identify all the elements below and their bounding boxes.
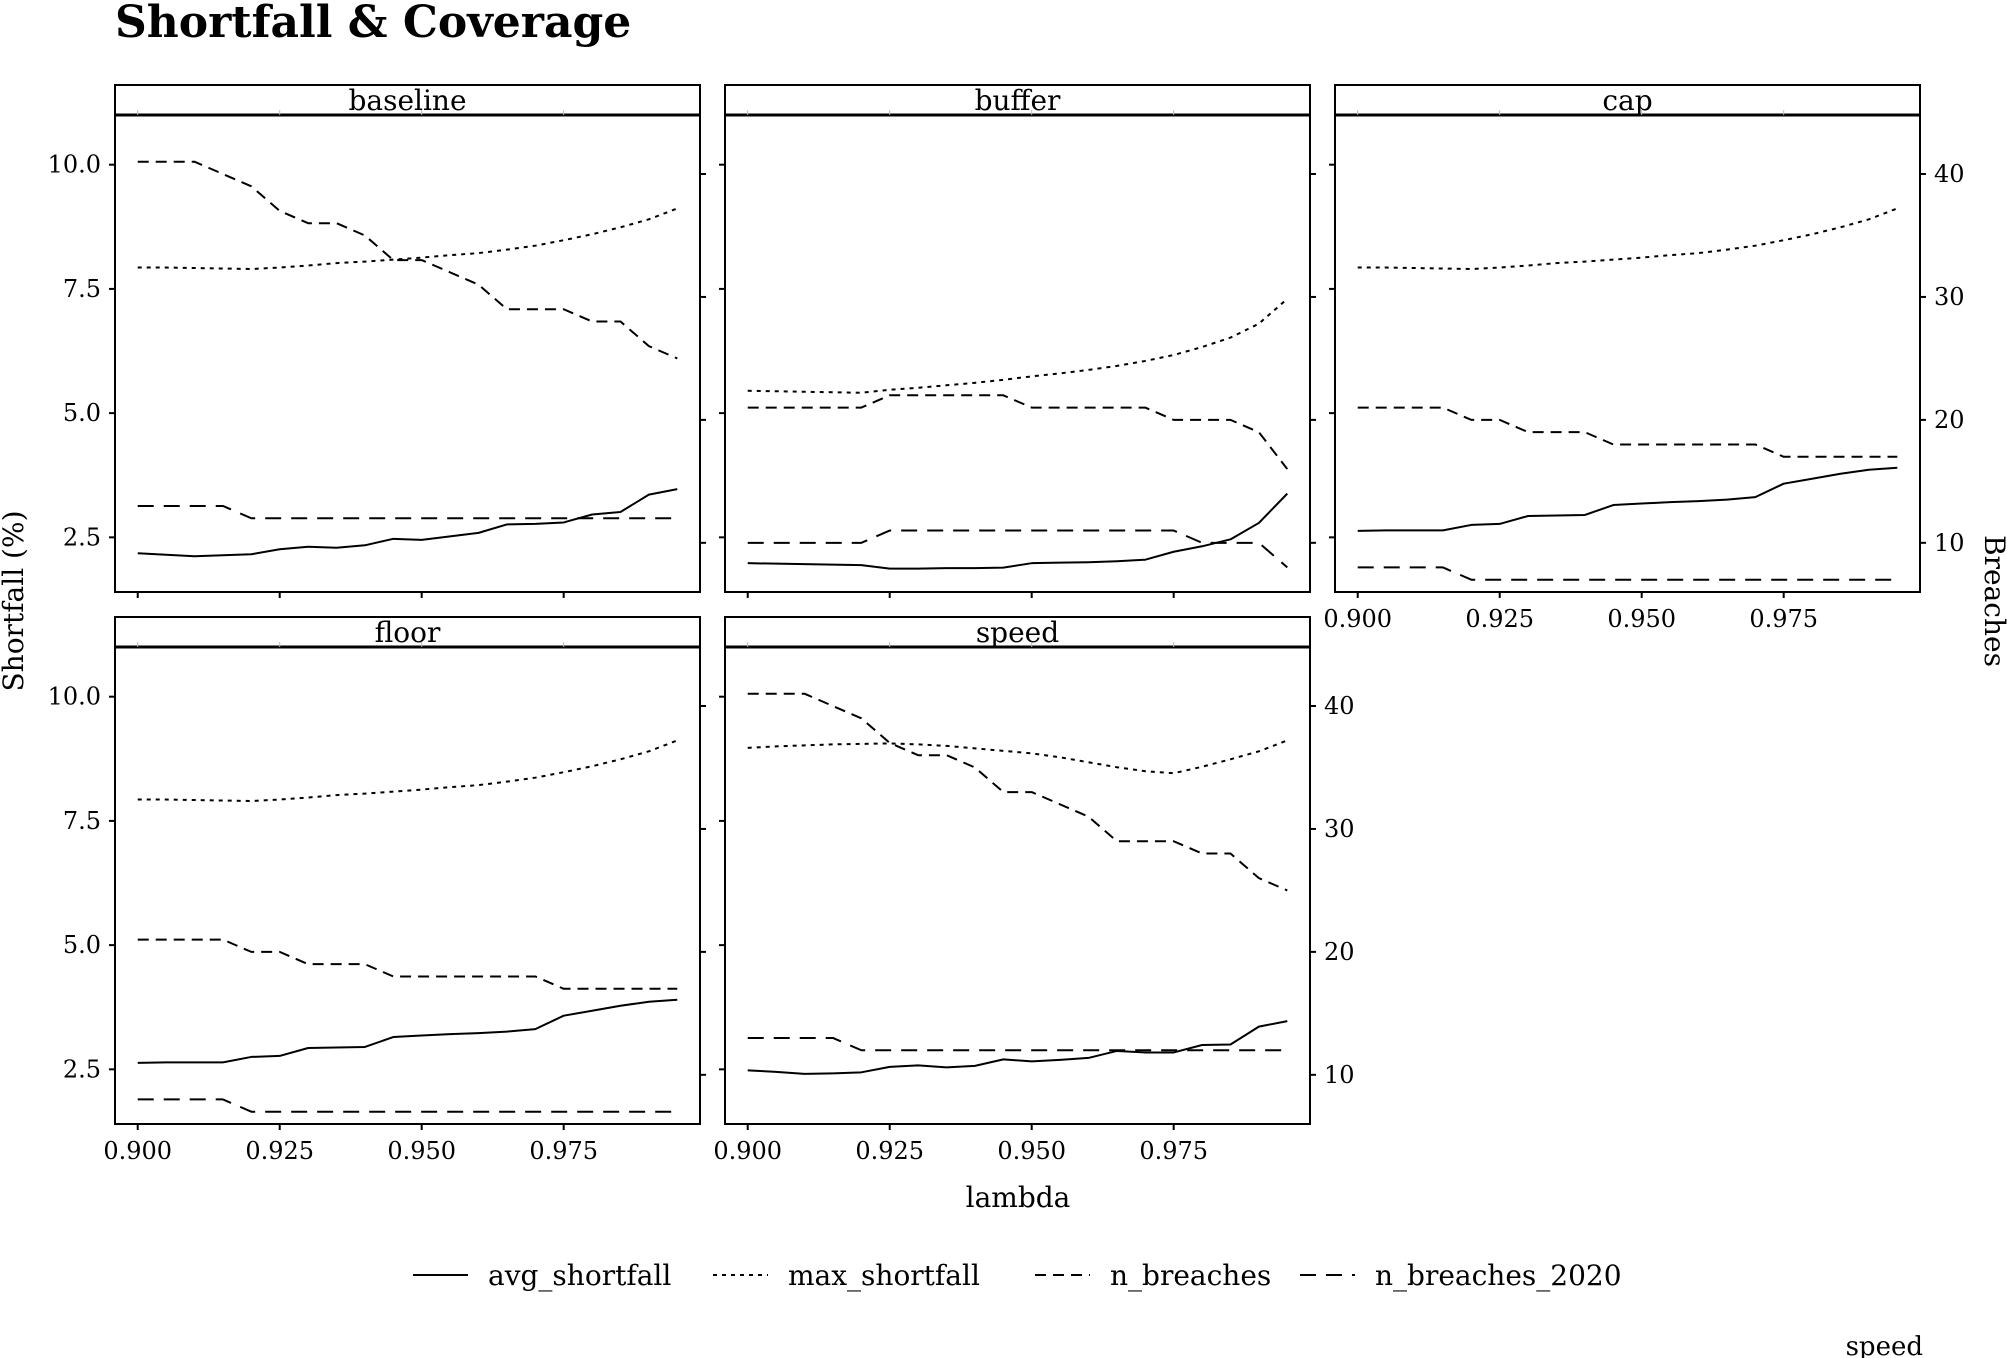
x-tick-label: 0.925 — [1465, 605, 1534, 633]
series-line-max-shortfall — [137, 739, 678, 803]
panel-frame — [114, 114, 701, 593]
y-tick-label: 5.0 — [63, 399, 101, 427]
y-tick-label: 10.0 — [48, 151, 101, 179]
y-tick-label: 2.5 — [63, 523, 101, 551]
y2-tick-label: 30 — [1324, 815, 1355, 843]
panel-buffer: buffer — [719, 84, 1316, 598]
panel-cap: cap 10 20 30 40 0.900 0.925 0.950 0.975 — [1323, 84, 1965, 633]
legend: avg_shortfall max_shortfall n_breaches n_br… — [413, 1259, 1622, 1292]
series-line-n-breaches-2020 — [747, 1036, 1288, 1052]
legend-label: n_breaches — [1110, 1259, 1271, 1292]
y2-tick-label: 40 — [1934, 160, 1965, 188]
series-line-n-breaches — [747, 394, 1289, 470]
series-line-n-breaches-2020 — [747, 529, 1288, 569]
x-tick-label: 0.975 — [1749, 605, 1818, 633]
series-line-avg-shortfall — [137, 488, 678, 558]
series-line-n-breaches — [137, 938, 678, 990]
legend-label: max_shortfall — [788, 1259, 980, 1292]
x-tick-label: 0.950 — [997, 1137, 1066, 1165]
facet-label-speed: speed — [976, 616, 1059, 649]
y-tick-label: 10.0 — [48, 683, 101, 711]
y2-tick-label: 10 — [1324, 1061, 1355, 1089]
panel-frame — [114, 646, 701, 1125]
facet-label-baseline: baseline — [348, 84, 466, 117]
panel-baseline: baseline 2.5 5.0 7.5 10.0 — [48, 84, 706, 598]
y-tick-label: 7.5 — [63, 807, 101, 835]
y-axis-title: Shortfall (%) — [0, 510, 30, 691]
x-tick-label: 0.950 — [387, 1137, 456, 1165]
y2-tick-label: 30 — [1934, 283, 1965, 311]
legend-label: n_breaches_2020 — [1375, 1259, 1622, 1292]
x-tick-label: 0.900 — [1323, 605, 1392, 633]
facet-strip-floor — [114, 616, 701, 648]
y-tick-label: 2.5 — [63, 1055, 101, 1083]
x-axis-title: lambda — [966, 1181, 1071, 1214]
facet-label-cap: cap — [1602, 84, 1652, 117]
series-line-n-breaches-2020 — [137, 504, 678, 520]
series-line-avg-shortfall — [747, 1020, 1288, 1075]
x-tick-label: 0.925 — [245, 1137, 314, 1165]
x-tick-label: 0.900 — [713, 1137, 782, 1165]
panel-frame — [724, 114, 1311, 593]
x-tick-label: 0.925 — [855, 1137, 924, 1165]
x-tick-label: 0.900 — [103, 1137, 172, 1165]
facet-strip-speed — [724, 616, 1311, 648]
series-line-n-breaches — [747, 692, 1288, 892]
secondary-y-axis-title: Breaches — [1978, 535, 2007, 667]
series-line-max-shortfall — [747, 739, 1288, 775]
panel-floor: floor 2.5 5.0 7.5 10.0 0.900 0.925 0.950 0.975 — [48, 616, 706, 1165]
series-line-n-breaches — [1357, 406, 1898, 458]
y-tick-label: 7.5 — [63, 275, 101, 303]
x-tick-label: 0.950 — [1607, 605, 1676, 633]
x-tick-label: 0.975 — [1139, 1137, 1208, 1165]
series-line-max-shortfall — [1357, 207, 1898, 271]
series-line-n-breaches-2020 — [1357, 566, 1898, 581]
facet-strip-cap — [1334, 84, 1921, 116]
panel-frame — [1334, 114, 1921, 593]
y2-tick-label: 20 — [1324, 938, 1355, 966]
series-line-avg-shortfall — [1357, 466, 1898, 532]
series-line-n-breaches-2020 — [137, 1098, 678, 1113]
series-line-max-shortfall — [137, 207, 678, 271]
legend-label: avg_shortfall — [488, 1259, 671, 1292]
facet-label-floor: floor — [375, 616, 441, 649]
y2-tick-label: 20 — [1934, 406, 1965, 434]
footer-note: speed — [1846, 1332, 1923, 1358]
y2-tick-label: 40 — [1324, 692, 1355, 720]
facet-panels: baseline 2.5 5.0 7.5 10.0 buffer cap 10 20 30 40 0.… — [48, 84, 1965, 1165]
series-line-avg-shortfall — [137, 998, 678, 1064]
y2-tick-label: 10 — [1934, 529, 1965, 557]
facet-strip-baseline — [114, 84, 701, 116]
y-tick-label: 5.0 — [63, 931, 101, 959]
series-line-n-breaches — [137, 160, 678, 360]
panel-speed: speed 10 20 30 40 0.900 0.925 0.950 0.975 — [713, 616, 1355, 1165]
facet-label-buffer: buffer — [975, 84, 1061, 117]
x-tick-label: 0.975 — [529, 1137, 598, 1165]
chart-title: Shortfall & Coverage — [115, 0, 631, 48]
panel-frame — [724, 646, 1311, 1125]
series-line-max-shortfall — [747, 298, 1288, 394]
series-line-avg-shortfall — [747, 492, 1288, 570]
